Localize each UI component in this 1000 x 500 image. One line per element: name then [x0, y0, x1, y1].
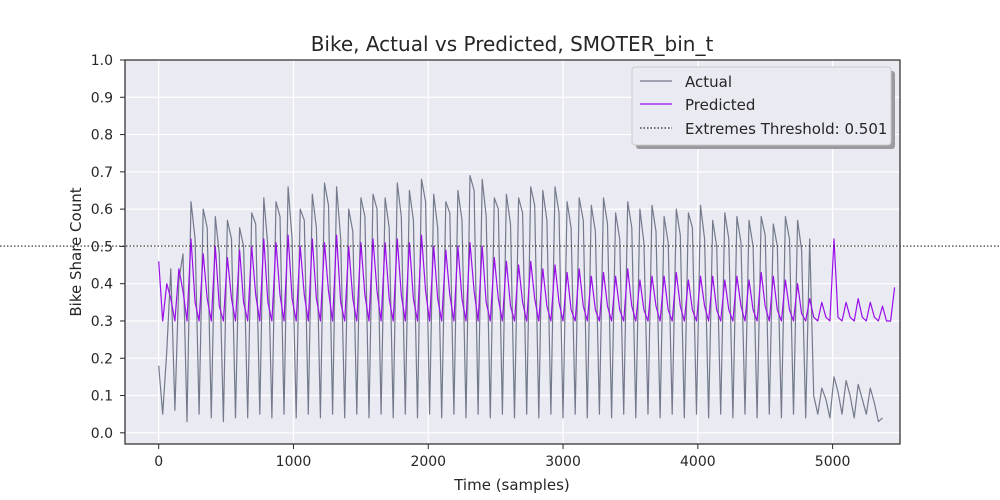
y-tick-label-2: 0.2 [91, 351, 113, 367]
y-tick-label-0: 0.0 [91, 426, 113, 442]
series-layer [158, 175, 896, 423]
y-tick-label-7: 0.7 [91, 165, 113, 181]
legend-box [631, 66, 892, 146]
y-axis-ticks: 0.0 0.1 0.2 0.3 0.4 0.5 0.6 0.7 0.8 0.9 1.0 [91, 53, 125, 442]
x-tick-label-5: 5000 [815, 454, 851, 470]
y-tick-label-5: 0.5 [91, 239, 113, 255]
y-tick-label-10: 1.0 [91, 53, 113, 69]
x-axis-ticks: 0 1000 2000 3000 4000 5000 [154, 444, 850, 470]
legend-label-actual: Actual [685, 73, 732, 91]
x-tick-label-0: 0 [154, 454, 163, 470]
y-tick-label-8: 0.8 [91, 128, 113, 144]
y-tick-label-3: 0.3 [91, 314, 113, 330]
x-axis-label: Time (samples) [453, 476, 570, 494]
legend-label-threshold: Extremes Threshold: 0.501 [685, 120, 887, 138]
x-tick-label-2: 2000 [410, 454, 446, 470]
x-tick-label-1: 1000 [276, 454, 312, 470]
y-tick-label-1: 0.1 [91, 389, 113, 405]
series-line-predicted [158, 234, 896, 322]
legend: Actual Predicted Extremes Threshold: 0.5… [631, 66, 895, 149]
series-line-actual [158, 175, 883, 423]
x-tick-label-3: 3000 [545, 454, 581, 470]
y-tick-label-6: 0.6 [91, 202, 113, 218]
legend-label-predicted: Predicted [685, 96, 755, 114]
chart-title: Bike, Actual vs Predicted, SMOTER_bin_t [311, 32, 714, 56]
plot-frame [124, 59, 901, 445]
y-axis-label: Bike Share Count [67, 187, 85, 316]
y-tick-label-4: 0.4 [91, 277, 113, 293]
x-tick-label-4: 4000 [680, 454, 716, 470]
y-tick-label-9: 0.9 [91, 90, 113, 106]
